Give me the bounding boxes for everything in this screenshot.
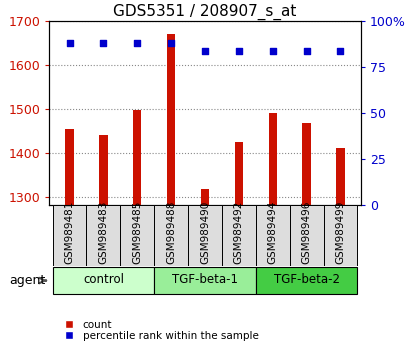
Bar [188,205,221,266]
Bar [65,129,74,205]
Point [201,48,208,53]
Bar [133,110,141,205]
Bar [200,189,209,205]
Point [100,40,106,46]
Bar [323,205,357,266]
Text: GSM989485: GSM989485 [132,201,142,264]
Point [167,40,174,46]
Text: TGF-beta-2: TGF-beta-2 [273,273,339,286]
Text: GSM989481: GSM989481 [64,201,74,264]
Bar [166,34,175,205]
Text: GSM989490: GSM989490 [200,201,209,264]
Bar [234,142,243,205]
Point [303,48,309,53]
Text: GSM989499: GSM989499 [335,201,345,264]
Title: GDS5351 / 208907_s_at: GDS5351 / 208907_s_at [113,4,296,20]
Bar [86,205,120,266]
Bar [221,205,255,266]
Bar [120,205,154,266]
Point [66,40,73,46]
Point [134,40,140,46]
Bar [52,205,86,266]
Bar [268,113,276,205]
Text: control: control [83,273,124,286]
Text: GSM989483: GSM989483 [98,201,108,264]
Point [235,48,242,53]
Bar [99,135,107,205]
Text: TGF-beta-1: TGF-beta-1 [172,273,237,286]
Text: GSM989488: GSM989488 [166,201,176,264]
Text: GSM989496: GSM989496 [301,201,311,264]
Text: agent: agent [9,274,45,287]
Bar [154,267,255,294]
Bar [335,148,344,205]
Legend: count, percentile rank within the sample: count, percentile rank within the sample [54,315,262,345]
Bar [255,205,289,266]
Bar [255,267,357,294]
Text: GSM989494: GSM989494 [267,201,277,264]
Bar [302,123,310,205]
Bar [289,205,323,266]
Point [269,48,275,53]
Point [336,48,343,53]
Bar [52,267,154,294]
Bar [154,205,188,266]
Text: GSM989492: GSM989492 [233,201,243,264]
